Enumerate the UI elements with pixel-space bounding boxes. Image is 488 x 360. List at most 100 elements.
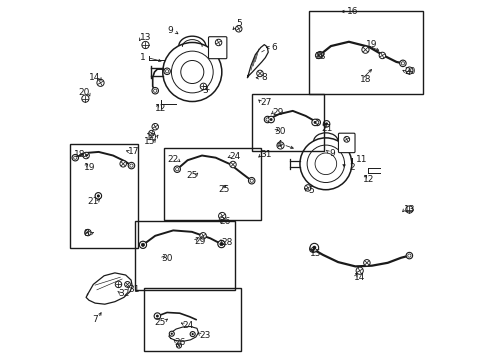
Text: 25: 25 xyxy=(154,318,165,327)
Text: 27: 27 xyxy=(260,99,271,108)
Circle shape xyxy=(142,41,149,49)
Text: 17: 17 xyxy=(128,148,140,156)
Circle shape xyxy=(299,138,351,190)
Text: 1: 1 xyxy=(140,53,145,62)
Circle shape xyxy=(314,153,336,175)
Circle shape xyxy=(405,206,412,213)
Circle shape xyxy=(218,240,224,248)
Circle shape xyxy=(191,333,193,335)
Text: 18: 18 xyxy=(315,52,326,60)
Circle shape xyxy=(175,167,179,171)
Circle shape xyxy=(405,67,412,74)
Circle shape xyxy=(174,166,180,172)
Text: 23: 23 xyxy=(199,331,210,340)
Text: 15: 15 xyxy=(144,137,155,146)
Circle shape xyxy=(407,254,410,257)
Circle shape xyxy=(313,119,320,126)
Text: 13: 13 xyxy=(403,205,414,214)
Circle shape xyxy=(139,241,146,248)
Bar xyxy=(251,94,323,151)
Circle shape xyxy=(115,281,122,288)
Circle shape xyxy=(316,51,323,58)
Circle shape xyxy=(163,42,222,102)
Text: 15: 15 xyxy=(309,249,321,258)
Text: 31: 31 xyxy=(260,150,271,158)
Text: 13: 13 xyxy=(140,33,151,42)
Circle shape xyxy=(315,52,321,59)
Circle shape xyxy=(229,161,236,168)
Circle shape xyxy=(311,119,318,126)
Text: 8: 8 xyxy=(83,230,89,239)
Circle shape xyxy=(311,248,314,251)
Circle shape xyxy=(267,116,274,123)
Text: 32: 32 xyxy=(118,289,130,298)
Circle shape xyxy=(81,95,89,102)
Text: 19: 19 xyxy=(366,40,377,49)
Text: 18: 18 xyxy=(74,150,85,159)
Circle shape xyxy=(355,267,363,274)
Circle shape xyxy=(264,116,270,123)
Circle shape xyxy=(306,145,344,183)
Circle shape xyxy=(406,252,412,259)
Circle shape xyxy=(154,313,160,319)
Text: 12: 12 xyxy=(362,175,374,184)
Text: 14: 14 xyxy=(89,72,101,81)
Circle shape xyxy=(315,121,318,124)
Circle shape xyxy=(128,162,134,169)
Text: 30: 30 xyxy=(161,254,172,263)
Text: 5: 5 xyxy=(307,186,313,195)
Text: 5: 5 xyxy=(236,19,242,28)
Circle shape xyxy=(124,282,130,287)
Text: 31: 31 xyxy=(127,284,139,294)
Circle shape xyxy=(343,136,349,142)
Circle shape xyxy=(215,39,222,46)
Circle shape xyxy=(309,246,316,252)
Circle shape xyxy=(140,242,146,248)
Text: 14: 14 xyxy=(353,274,365,282)
FancyBboxPatch shape xyxy=(208,37,226,59)
Text: 24: 24 xyxy=(229,152,240,161)
Circle shape xyxy=(218,241,224,247)
Bar xyxy=(134,221,235,290)
FancyBboxPatch shape xyxy=(338,133,354,153)
Text: 10: 10 xyxy=(146,133,158,142)
Circle shape xyxy=(318,53,321,57)
Circle shape xyxy=(248,177,254,184)
Circle shape xyxy=(399,60,406,67)
Circle shape xyxy=(235,26,242,32)
Text: 18: 18 xyxy=(360,76,371,85)
Text: 26: 26 xyxy=(219,217,231,226)
Bar xyxy=(70,144,138,248)
Circle shape xyxy=(304,185,310,191)
Circle shape xyxy=(265,118,268,121)
Circle shape xyxy=(170,333,173,335)
Circle shape xyxy=(82,152,89,159)
Text: 2: 2 xyxy=(349,163,355,172)
Circle shape xyxy=(120,161,126,167)
Circle shape xyxy=(141,243,144,246)
Circle shape xyxy=(401,62,404,65)
Circle shape xyxy=(152,123,158,130)
Circle shape xyxy=(218,212,225,220)
Text: 3: 3 xyxy=(203,86,208,95)
Text: 16: 16 xyxy=(346,7,358,16)
Circle shape xyxy=(190,332,195,337)
Text: 20: 20 xyxy=(404,68,415,77)
Text: 28: 28 xyxy=(221,238,232,247)
Circle shape xyxy=(165,69,168,73)
Text: 22: 22 xyxy=(167,155,179,164)
Circle shape xyxy=(95,193,101,199)
Circle shape xyxy=(97,195,100,198)
Text: 25: 25 xyxy=(218,185,229,194)
Circle shape xyxy=(200,83,206,90)
Text: 21: 21 xyxy=(87,197,99,206)
Circle shape xyxy=(156,315,159,318)
Text: 6: 6 xyxy=(270,43,276,52)
Circle shape xyxy=(97,194,100,197)
Circle shape xyxy=(163,68,170,75)
Circle shape xyxy=(169,331,174,336)
Text: 8: 8 xyxy=(261,73,267,82)
Text: 29: 29 xyxy=(271,108,283,117)
Circle shape xyxy=(313,121,316,124)
Circle shape xyxy=(181,60,203,84)
